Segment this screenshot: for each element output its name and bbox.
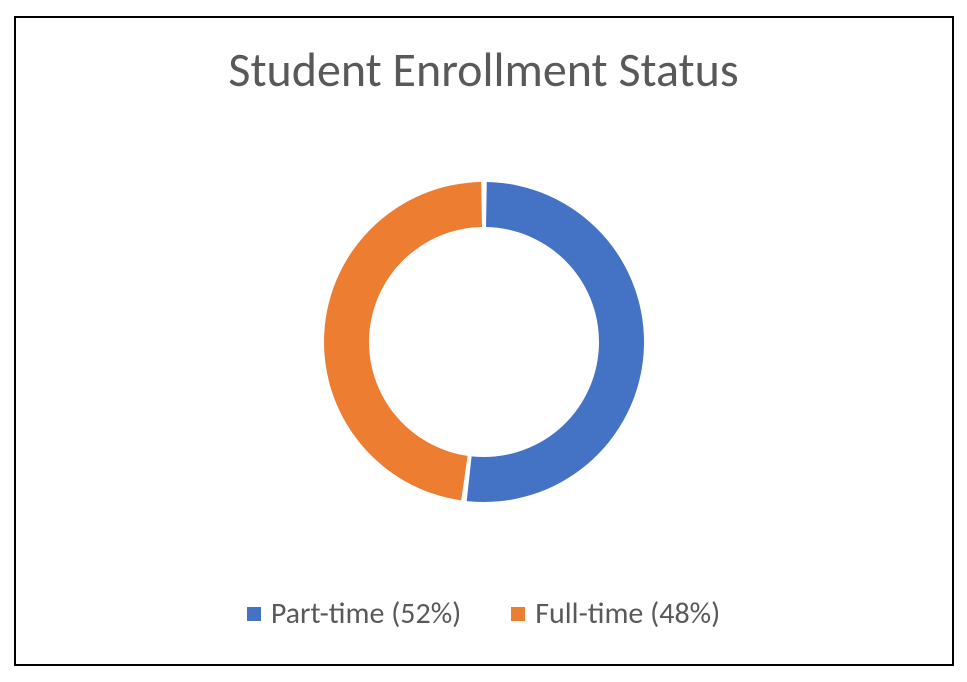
donut-chart [284, 142, 684, 542]
legend-marker-part-time [247, 607, 261, 621]
legend-label-full-time: Full-time (48%) [535, 595, 720, 632]
legend-item-part-time: Part-time (52%) [247, 595, 461, 632]
legend-marker-full-time [511, 607, 525, 621]
legend: Part-time (52%) Full-time (48%) [247, 585, 720, 664]
donut-slice-0 [466, 182, 643, 502]
legend-item-full-time: Full-time (48%) [511, 595, 720, 632]
legend-label-part-time: Part-time (52%) [271, 595, 461, 632]
donut-wrapper [16, 99, 952, 585]
donut-slice-1 [323, 182, 481, 500]
chart-title: Student Enrollment Status [228, 40, 738, 99]
chart-container: Student Enrollment Status Part-time (52%… [14, 16, 954, 666]
